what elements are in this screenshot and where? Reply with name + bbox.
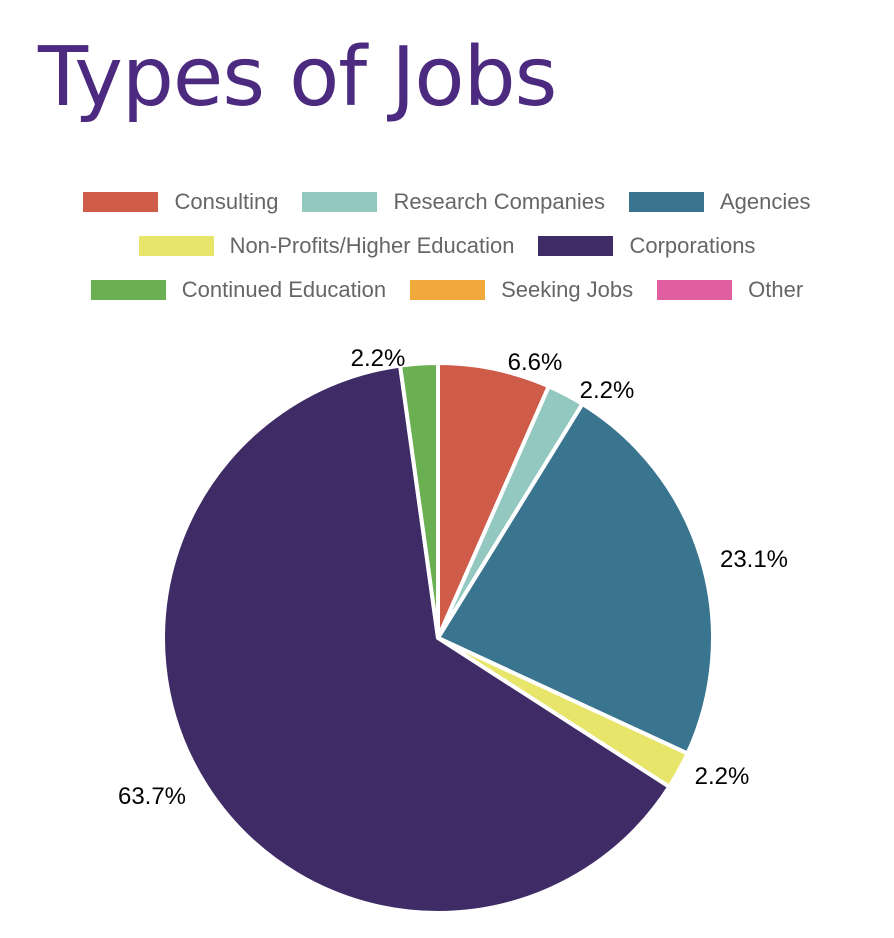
legend-label: Consulting [174, 189, 279, 214]
legend-row: Non-Profits/Higher Education Corporations [0, 224, 894, 268]
slice-label: 2.2% [580, 377, 635, 404]
legend-item[interactable]: Non-Profits/Higher Education [138, 233, 515, 259]
legend-label: Other [748, 277, 804, 302]
legend-label: Continued Education [181, 277, 387, 302]
legend-item[interactable]: Research Companies [302, 189, 605, 215]
legend-label: Agencies [719, 189, 811, 214]
legend-label: Non-Profits/Higher Education [229, 233, 515, 258]
legend-label: Corporations [629, 233, 756, 258]
legend-item[interactable]: Seeking Jobs [410, 277, 633, 303]
legend-item[interactable]: Continued Education [90, 277, 387, 303]
legend-swatch [657, 280, 733, 300]
pie-slice[interactable] [435, 401, 715, 757]
pie-slice[interactable] [161, 363, 673, 915]
legend-item[interactable]: Agencies [628, 189, 811, 215]
slice-label: 6.6% [508, 349, 563, 376]
legend-item[interactable]: Corporations [538, 233, 755, 259]
slice-label: 2.2% [351, 345, 406, 372]
legend-swatch [628, 192, 704, 212]
legend: Consulting Research Companies Agencies Non… [0, 180, 894, 312]
slice-label: 63.7% [118, 783, 186, 810]
legend-item[interactable]: Other [657, 277, 803, 303]
slice-label: 23.1% [720, 546, 788, 573]
pie-slice[interactable] [397, 360, 440, 639]
legend-swatch [302, 192, 378, 212]
chart-title: Types of Jobs [38, 30, 557, 125]
legend-swatch [138, 236, 214, 256]
legend-swatch [410, 280, 486, 300]
slice-label: 2.2% [695, 763, 750, 790]
legend-row: Continued Education Seeking Jobs Other [0, 268, 894, 312]
legend-swatch [83, 192, 159, 212]
legend-swatch [90, 280, 166, 300]
legend-label: Seeking Jobs [501, 277, 634, 302]
legend-swatch [538, 236, 614, 256]
legend-item[interactable]: Consulting [83, 189, 278, 215]
legend-label: Research Companies [393, 189, 605, 214]
pie-slice[interactable] [436, 360, 552, 639]
legend-row: Consulting Research Companies Agencies [0, 180, 894, 224]
